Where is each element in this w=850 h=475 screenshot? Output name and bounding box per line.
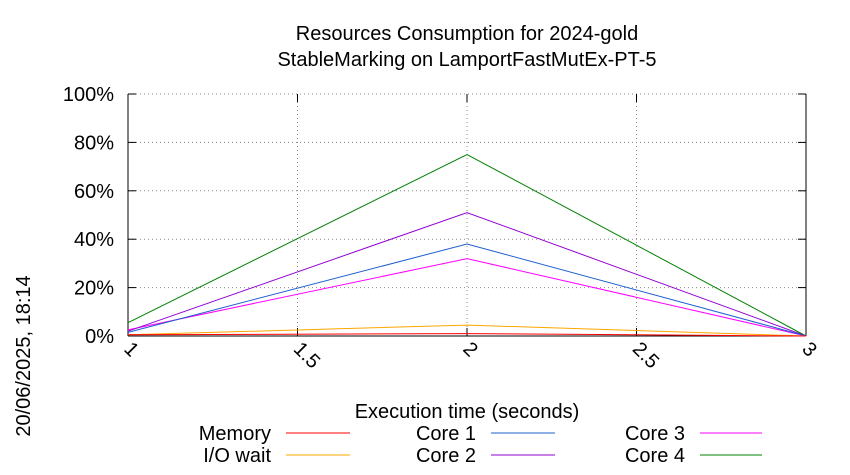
- series-line-core-3: [127, 258, 807, 337]
- series-line-core-1: [127, 243, 807, 337]
- y-tick-label: 40%: [74, 229, 114, 251]
- legend-label-core-3: Core 3: [625, 423, 685, 445]
- x-tick-label: 2.5: [628, 338, 663, 373]
- y-tick-label: 80%: [74, 132, 114, 154]
- series-line-core-4: [127, 153, 807, 337]
- series-lines: [127, 153, 807, 337]
- y-tick-label: 0%: [85, 326, 114, 348]
- y-tick-label: 20%: [74, 278, 114, 300]
- y-tick-label: 100%: [63, 84, 114, 106]
- series-line-i-o-wait: [127, 324, 807, 337]
- x-axis-ticks: 1 1.5 2 2.5 3: [119, 94, 821, 373]
- legend-label-memory: Memory: [199, 423, 271, 445]
- series-line-memory: [127, 333, 807, 337]
- x-tick-label: 1.5: [289, 338, 324, 373]
- legend-label-core-4: Core 4: [625, 445, 685, 467]
- legend-label-core-1: Core 1: [416, 423, 476, 445]
- timestamp-label: 20/06/2025, 18:14: [13, 275, 35, 436]
- legend-label-i-o-wait: I/O wait: [203, 445, 271, 467]
- legend-label-core-2: Core 2: [416, 445, 476, 467]
- x-tick-label: 3: [797, 338, 820, 361]
- grid-lines: [128, 93, 806, 336]
- x-tick-label: 2: [458, 338, 481, 361]
- chart-title-line-1: Resources Consumption for 2024-gold: [296, 23, 638, 45]
- chart-title-line-2: StableMarking on LamportFastMutEx-PT-5: [277, 49, 656, 71]
- x-tick-label: 1: [119, 338, 142, 361]
- y-axis-ticks: 0% 20% 40% 60% 80% 100%: [63, 84, 806, 348]
- series-line-core-2: [127, 212, 807, 337]
- x-axis-label: Execution time (seconds): [355, 401, 580, 423]
- y-tick-label: 60%: [74, 181, 114, 203]
